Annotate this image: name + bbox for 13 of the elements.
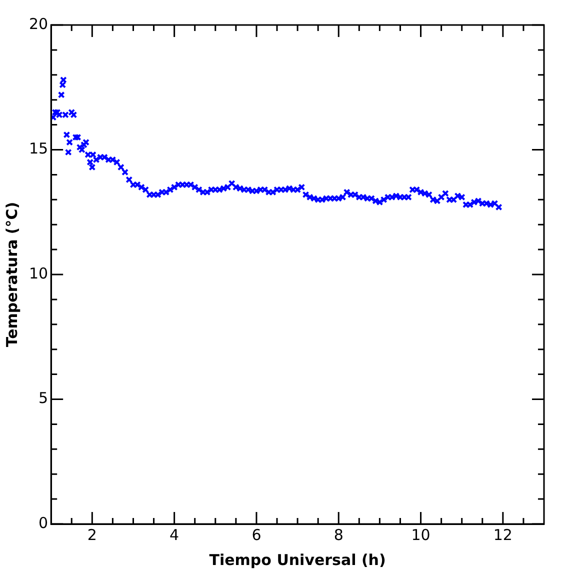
y-tick-label: 20	[28, 14, 48, 33]
x-tick-label: 12	[493, 526, 512, 544]
x-tick-label: 2	[87, 526, 97, 544]
x-tick-label: 10	[411, 526, 430, 544]
x-axis-title: Tiempo Universal (h)	[209, 550, 386, 569]
x-tick-label: 4	[170, 526, 180, 544]
y-tick-label: 0	[38, 514, 48, 532]
y-tick-label: 5	[38, 389, 48, 408]
y-tick-label: 15	[28, 140, 48, 158]
y-axis-title: Temperatura (°C)	[2, 202, 21, 348]
x-tick-label: 8	[334, 526, 344, 544]
x-tick-label: 6	[252, 526, 262, 544]
y-tick-label: 10	[28, 264, 48, 282]
